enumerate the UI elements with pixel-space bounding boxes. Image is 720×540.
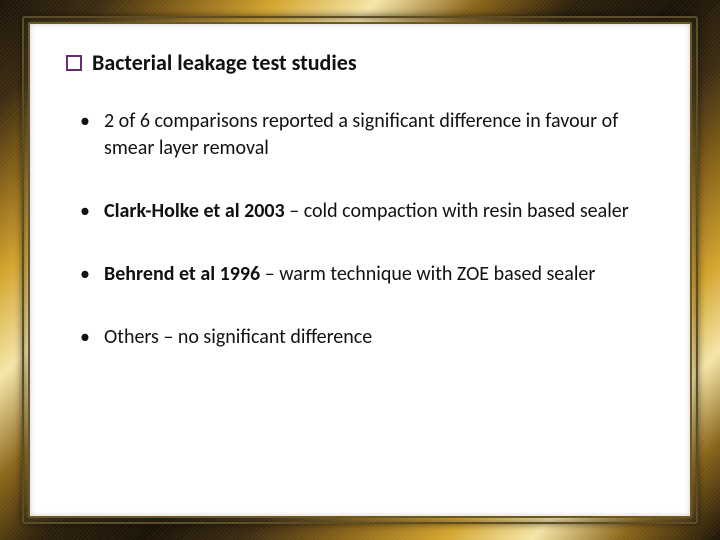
bullet-text: – warm technique with ZOE based sealer (260, 262, 595, 286)
slide-frame-outer: Bacterial leakage test studies 2 of 6 co… (0, 0, 720, 540)
bullet-text: Others – no significant difference (104, 325, 372, 349)
slide-heading: Bacterial leakage test studies (92, 50, 357, 76)
bullet-bold: Behrend et al 1996 (104, 262, 260, 286)
bullet-text: – cold compaction with resin based seale… (285, 199, 629, 223)
list-item: Clark-Holke et al 2003 – cold compaction… (76, 198, 654, 225)
slide-content: Bacterial leakage test studies 2 of 6 co… (66, 50, 654, 351)
list-item: Behrend et al 1996 – warm technique with… (76, 261, 654, 288)
bullet-bold: Clark-Holke et al 2003 (104, 199, 285, 223)
slide-frame-mid: Bacterial leakage test studies 2 of 6 co… (22, 16, 698, 524)
bullet-text: 2 of 6 comparisons reported a significan… (104, 109, 618, 160)
checkbox-icon (66, 55, 82, 71)
heading-row: Bacterial leakage test studies (66, 50, 654, 76)
bullet-list: 2 of 6 comparisons reported a significan… (66, 108, 654, 351)
list-item: Others – no significant difference (76, 324, 654, 351)
list-item: 2 of 6 comparisons reported a significan… (76, 108, 654, 162)
slide-content-area: Bacterial leakage test studies 2 of 6 co… (28, 22, 692, 518)
